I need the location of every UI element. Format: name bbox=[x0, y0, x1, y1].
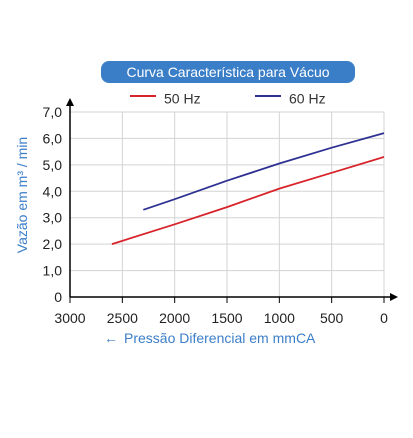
y-axis-arrow-icon bbox=[66, 98, 74, 106]
legend-swatch-50hz bbox=[130, 95, 156, 98]
y-tick-label: 7,0 bbox=[43, 104, 63, 120]
x-tick-label: 2000 bbox=[159, 310, 190, 326]
left-arrow-icon: ← bbox=[104, 330, 118, 346]
chart-title: Curva Característica para Vácuo bbox=[101, 61, 355, 83]
x-tick-label: 1000 bbox=[264, 310, 295, 326]
legend-label-50hz: 50 Hz bbox=[164, 90, 201, 107]
legend-swatch-60hz bbox=[255, 95, 281, 98]
y-tick-label: 2,0 bbox=[43, 236, 63, 252]
x-tick-label: 0 bbox=[380, 310, 388, 326]
y-tick-label: 3,0 bbox=[43, 210, 63, 226]
x-axis-title: ← Pressão Diferencial em mmCA bbox=[104, 330, 315, 346]
x-tick-label: 3000 bbox=[54, 310, 85, 326]
y-tick-label: 6,0 bbox=[43, 130, 63, 146]
y-tick-label: 1,0 bbox=[43, 263, 63, 279]
y-tick-label: 4,0 bbox=[43, 183, 63, 199]
y-tick-label: 5,0 bbox=[43, 157, 63, 173]
x-tick-label: 2500 bbox=[107, 310, 138, 326]
x-tick-label: 500 bbox=[320, 310, 344, 326]
y-tick-label: 0 bbox=[54, 289, 62, 305]
legend-label-60hz: 60 Hz bbox=[289, 90, 326, 107]
series-line-50hz bbox=[111, 156, 385, 245]
x-tick-label: 1500 bbox=[211, 310, 242, 326]
legend-item-60hz: 60 Hz bbox=[255, 89, 326, 109]
x-axis-arrow-icon bbox=[390, 293, 398, 301]
legend-item-50hz: 50 Hz bbox=[130, 89, 201, 109]
series-line-60hz bbox=[143, 132, 385, 211]
x-axis-label: Pressão Diferencial em mmCA bbox=[124, 330, 316, 346]
